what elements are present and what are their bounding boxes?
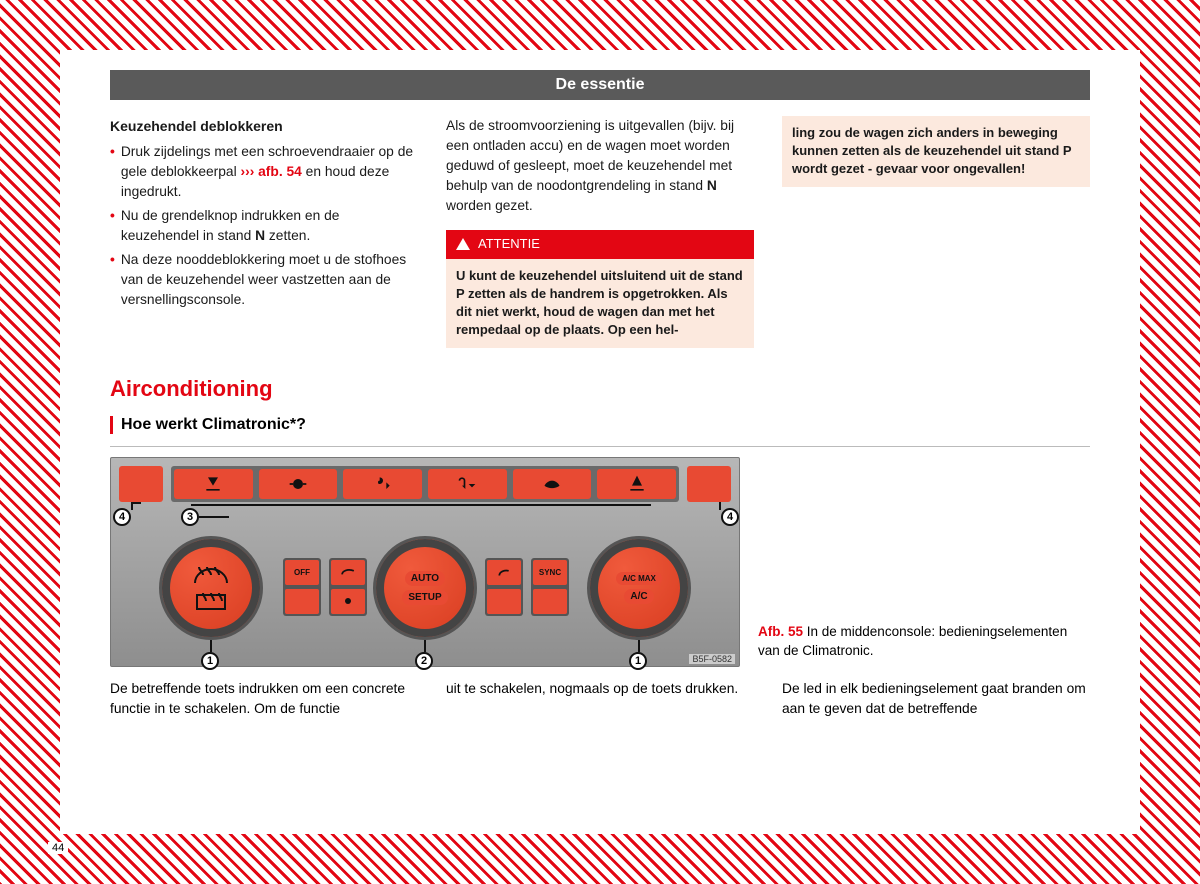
bullet-icon: • bbox=[110, 142, 115, 202]
bullet-icon: • bbox=[110, 206, 115, 246]
lead-line bbox=[424, 640, 426, 652]
airflow-btn-6 bbox=[597, 469, 676, 499]
subsection-climatronic: Hoe werkt Climatronic*? bbox=[110, 416, 1090, 434]
warning-triangle-icon bbox=[456, 238, 470, 250]
bullet-icon: • bbox=[110, 250, 115, 310]
figure-caption: Afb. 55 In de middenconsole: bedieningse… bbox=[758, 623, 1090, 667]
warning-header: ATTENTIE bbox=[446, 230, 754, 259]
auto-label: AUTO bbox=[405, 571, 445, 586]
warning-box: ATTENTIE U kunt de keuzehendel uitsluite… bbox=[446, 230, 754, 348]
divider bbox=[110, 446, 1090, 447]
airflow-btn-4 bbox=[428, 469, 507, 499]
airflow-btn-1 bbox=[174, 469, 253, 499]
sync-button: SYNC bbox=[531, 558, 569, 616]
lead-line bbox=[719, 502, 721, 510]
lead-line bbox=[199, 516, 229, 518]
callout-1: 1 bbox=[201, 652, 219, 670]
recirculation-button bbox=[329, 558, 367, 616]
rear-defrost-icon bbox=[191, 591, 231, 613]
lead-line bbox=[191, 504, 651, 506]
airflow-btn-2 bbox=[259, 469, 338, 499]
seat-heat-right-button bbox=[687, 466, 731, 502]
defrost-max-icon bbox=[191, 563, 231, 589]
callout-4r: 4 bbox=[721, 508, 739, 526]
col1-bullet-3: Na deze nooddeblokkering moet u de stofh… bbox=[121, 250, 418, 310]
seat-heat-left-button bbox=[119, 466, 163, 502]
col1-bullet-1: Druk zijdelings met een schroevendraaier… bbox=[121, 142, 418, 202]
airflow-btn-5 bbox=[513, 469, 592, 499]
column-1: Keuzehendel deblokkeren • Druk zijdeling… bbox=[110, 116, 418, 348]
acmax-label: A/C MAX bbox=[616, 572, 662, 585]
profile-button bbox=[485, 558, 523, 616]
figure-code: B5F-0582 bbox=[689, 654, 735, 664]
column-3: ling zou de wagen zich anders in bewegin… bbox=[782, 116, 1090, 348]
fan-auto-dial: AUTO SETUP bbox=[373, 536, 477, 640]
temperature-dial-left bbox=[159, 536, 263, 640]
climatronic-panel-figure: AUTO SETUP A/C MAX A/C OFF SYNC 1 2 1 3 … bbox=[110, 457, 740, 667]
col2-para: Als de stroomvoorziening is uitgevallen … bbox=[446, 116, 754, 216]
airflow-btn-3 bbox=[343, 469, 422, 499]
lead-line bbox=[131, 502, 141, 504]
callout-4l: 4 bbox=[113, 508, 131, 526]
col1-bullet-2: Nu de grendelknop indrukken en de keuzeh… bbox=[121, 206, 418, 246]
caption-ref: Afb. 55 bbox=[758, 624, 803, 639]
callout-2: 2 bbox=[415, 652, 433, 670]
callout-3: 3 bbox=[181, 508, 199, 526]
lead-line bbox=[210, 640, 212, 652]
fig-ref-54: ››› afb. 54 bbox=[241, 164, 302, 179]
lead-line bbox=[638, 640, 640, 652]
bottom-col-1: De betreffende toets indrukken om een co… bbox=[110, 679, 418, 719]
setup-label: SETUP bbox=[402, 590, 447, 605]
col1-heading: Keuzehendel deblokkeren bbox=[110, 116, 418, 136]
ac-label: A/C bbox=[624, 589, 653, 604]
temperature-dial-right: A/C MAX A/C bbox=[587, 536, 691, 640]
bottom-col-3: De led in elk bedieningselement gaat bra… bbox=[782, 679, 1090, 719]
page-header: De essentie bbox=[110, 70, 1090, 100]
column-2: Als de stroomvoorziening is uitgevallen … bbox=[446, 116, 754, 348]
page-number: 44 bbox=[48, 842, 68, 854]
off-button: OFF bbox=[283, 558, 321, 616]
warning-continuation: ling zou de wagen zich anders in bewegin… bbox=[782, 116, 1090, 187]
air-distribution-bar bbox=[171, 466, 679, 502]
bottom-col-2: uit te schakelen, nogmaals op de toets d… bbox=[446, 679, 754, 719]
callout-1b: 1 bbox=[629, 652, 647, 670]
section-airconditioning: Airconditioning bbox=[110, 376, 1090, 402]
warning-body: U kunt de keuzehendel uitsluitend uit de… bbox=[446, 259, 754, 348]
